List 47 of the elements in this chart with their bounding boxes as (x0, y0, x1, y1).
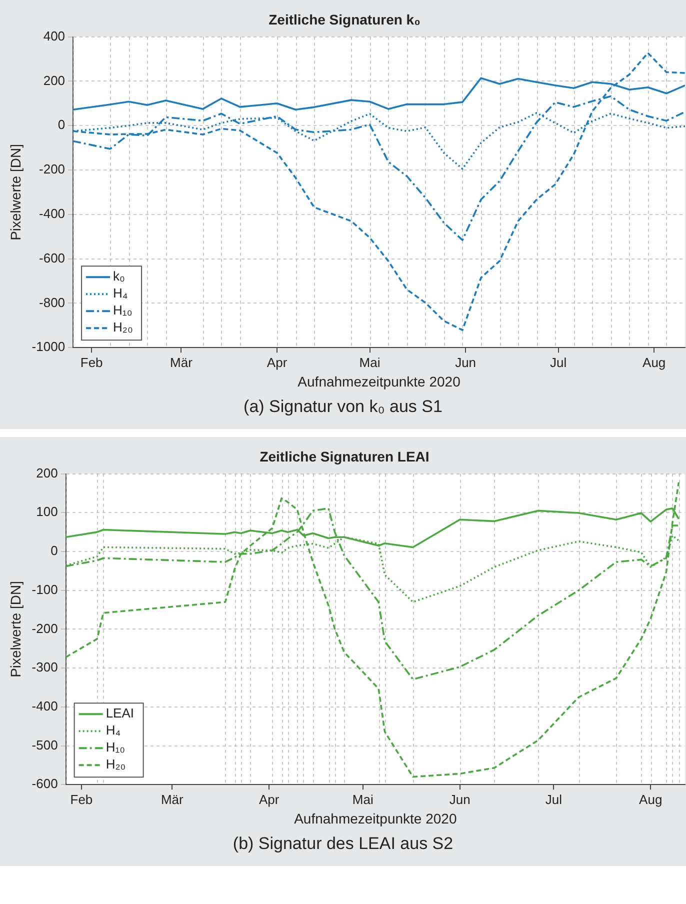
x-tick-label: Mär (160, 792, 184, 807)
y-tick-label: -400 (32, 698, 58, 714)
y-axis-title: Pixelwerte [DN] (7, 144, 24, 240)
y-tick-label: 400 (43, 28, 66, 44)
x-tick-label: Jun (455, 354, 476, 370)
y-tick-label: -600 (32, 776, 58, 792)
y-tick-label: 0 (58, 117, 66, 132)
legend-label: H₄ (113, 286, 128, 301)
x-tick-label: Mär (170, 354, 194, 370)
x-tick-label: Apr (266, 354, 288, 370)
y-tick-label: 100 (36, 504, 58, 520)
text: (a) Signatur von k₀ aus S1 (242, 396, 444, 418)
y-tick-label: 0 (50, 543, 58, 558)
x-tick-label: Jun (449, 792, 470, 807)
legend-label: H₂₀ (106, 756, 126, 772)
chart-title: Zeitliche Signaturen k₀ (268, 11, 420, 28)
x-axis-title: Aufnahmezeitpunkte 2020 (298, 373, 461, 390)
legend-label: H₁₀ (106, 740, 125, 755)
y-tick-label: -300 (32, 660, 58, 675)
x-tick-label: Apr (258, 792, 280, 807)
y-tick-label: -600 (39, 250, 66, 266)
x-tick-label: Mai (359, 354, 380, 370)
chart-title: Zeitliche Signaturen LEAI (260, 448, 430, 464)
y-tick-label: -800 (39, 294, 66, 310)
y-tick-label: -500 (32, 737, 58, 752)
x-tick-label: Jul (550, 354, 567, 370)
x-tick-label: Feb (80, 354, 103, 370)
y-tick-label: -200 (32, 620, 58, 636)
legend-label: H₄ (106, 722, 121, 738)
y-tick-label: 200 (36, 465, 58, 480)
x-axis-title: Aufnahmezeitpunkte 2020 (294, 810, 457, 826)
x-tick-label: Aug (642, 354, 666, 370)
x-tick-label: Feb (70, 792, 93, 807)
legend-label: LEAI (106, 706, 134, 721)
y-axis-title: Pixelwerte [DN] (7, 580, 24, 678)
x-tick-label: Jul (545, 792, 562, 807)
text: (b) Signatur des LEAI aus S2 (232, 833, 454, 855)
y-tick-label: -100 (32, 582, 58, 597)
x-tick-label: Mai (352, 792, 374, 807)
legend-label: k₀ (113, 268, 125, 284)
y-tick-label: 200 (43, 72, 66, 88)
legend-label: H₁₀ (113, 302, 132, 318)
y-tick-label: -400 (39, 206, 66, 221)
legend-label: H₂₀ (113, 320, 133, 335)
y-tick-label: -200 (39, 162, 66, 177)
y-tick-label: -1000 (32, 339, 66, 354)
x-tick-label: Aug (639, 792, 662, 807)
